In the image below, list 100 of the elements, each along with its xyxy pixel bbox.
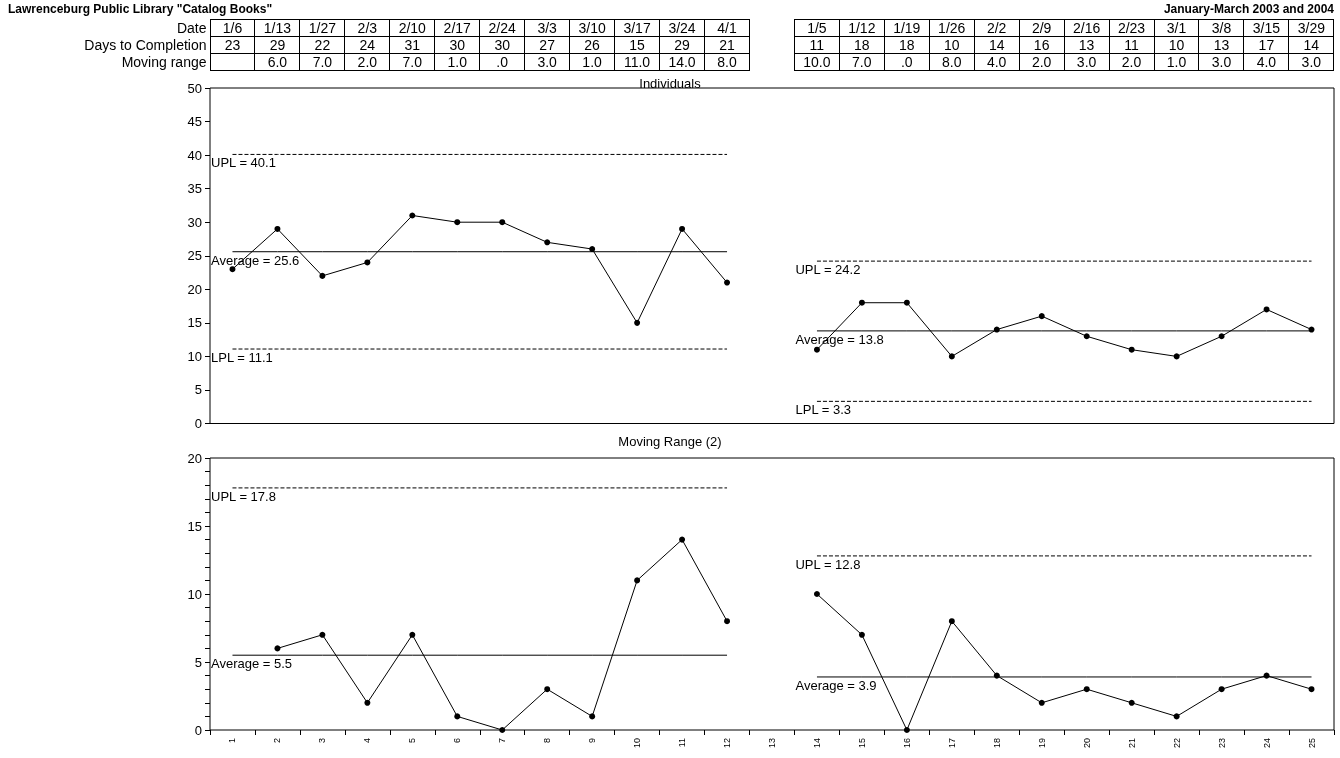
data-label: 29 — [254, 36, 300, 54]
data-label: 23 — [210, 36, 255, 54]
x-tick-label: 23 — [1216, 738, 1227, 749]
data-label: 24 — [344, 36, 390, 54]
category-label: 1/5 — [807, 20, 827, 36]
x-tick-label: 14 — [811, 738, 822, 749]
data-label: 10 — [1154, 36, 1199, 54]
annotation: Average = 5.5 — [211, 656, 293, 672]
x-tick-label: 20 — [1081, 738, 1092, 749]
y-tick-label: 5 — [194, 382, 202, 398]
x-tick-label: 17 — [946, 738, 957, 749]
x-tick-label: 21 — [1126, 738, 1137, 749]
data-label: 17 — [1243, 36, 1289, 54]
x-axis-title: Date — [0, 19, 210, 37]
chart-title: Individuals — [639, 76, 702, 91]
y-tick-label: 10 — [187, 586, 202, 602]
data-label: 11 — [1109, 36, 1155, 54]
y-tick-label: 15 — [187, 315, 202, 331]
y-tick-label: 15 — [187, 518, 202, 534]
category-label: 1/6 — [222, 20, 243, 36]
data-label: 4.0 — [974, 53, 1020, 71]
category-label: 1/19 — [893, 20, 921, 36]
x-tick-label: 16 — [901, 738, 912, 749]
x-tick-label: 25 — [1306, 738, 1317, 749]
category-label: 1/13 — [263, 20, 292, 36]
category-label: 3/29 — [1297, 20, 1325, 36]
y-tick-label: 35 — [187, 181, 202, 197]
x-tick-label: 8 — [542, 738, 553, 744]
text: Lawrenceburg Public Library "Catalog Books" — [8, 2, 273, 16]
category-label: 2/17 — [443, 20, 471, 36]
data-label: 4.0 — [1243, 53, 1289, 71]
category-label: 2/9 — [1031, 20, 1052, 36]
data-label: 7.0 — [389, 53, 435, 71]
x-tick-label: 9 — [587, 738, 598, 744]
data-label: 10 — [929, 36, 975, 54]
data-label: 3.0 — [1198, 53, 1244, 71]
data-label: 3.0 — [1064, 53, 1110, 71]
data-label: 2.0 — [1109, 53, 1155, 71]
data-label: 7.0 — [299, 53, 345, 71]
annotation: UPL = 12.8 — [795, 556, 861, 572]
data-label: 3.0 — [1288, 53, 1334, 71]
data-label: 27 — [524, 36, 570, 54]
annotation: UPL = 40.1 — [211, 155, 276, 171]
category-label: 2/10 — [398, 20, 426, 36]
category-label: 3/24 — [668, 20, 696, 36]
category-label: 3/15 — [1252, 20, 1281, 36]
data-label: 31 — [389, 36, 435, 54]
data-label: 8.0 — [704, 53, 750, 71]
data-label: 2.0 — [1019, 53, 1065, 71]
data-label: 1.0 — [1154, 53, 1199, 71]
category-label: 2/2 — [986, 20, 1007, 36]
x-tick-label: 3 — [317, 738, 328, 744]
x-tick-label: 12 — [722, 738, 733, 749]
category-label: 4/1 — [717, 20, 737, 36]
y-tick-label: 50 — [187, 80, 202, 96]
legend-label: Moving range — [0, 53, 210, 71]
data-label: 18 — [884, 36, 930, 54]
x-tick-label: 5 — [407, 738, 418, 744]
data-label: 14 — [974, 36, 1020, 54]
annotation: UPL = 24.2 — [795, 262, 861, 278]
chart-title: Moving Range (2) — [618, 434, 722, 449]
category-label: 3/8 — [1211, 20, 1232, 36]
category-label: 1/27 — [308, 20, 336, 36]
annotation: LPL = 3.3 — [795, 402, 852, 418]
category-label: 2/23 — [1117, 20, 1146, 36]
data-label: 16 — [1019, 36, 1065, 54]
x-tick-label: 15 — [856, 738, 867, 749]
data-label: 11 — [794, 36, 840, 54]
data-label: 2.0 — [344, 53, 390, 71]
y-tick-label: 0 — [194, 722, 202, 738]
data-label: 1.0 — [569, 53, 615, 71]
y-tick-label: 20 — [187, 450, 202, 466]
data-label: 6.0 — [254, 53, 300, 71]
x-tick-label: 6 — [452, 738, 463, 744]
data-label: 11.0 — [614, 53, 660, 71]
data-label: 30 — [434, 36, 480, 54]
category-label: 3/1 — [1166, 20, 1187, 36]
data-label: 1.0 — [434, 53, 480, 71]
annotation: Average = 3.9 — [795, 677, 877, 693]
y-tick-label: 30 — [187, 214, 202, 230]
y-tick-label: 10 — [187, 348, 202, 364]
data-label: 22 — [299, 36, 345, 54]
data-label: 21 — [704, 36, 750, 54]
x-tick-label: 11 — [677, 738, 688, 748]
category-label: 1/12 — [848, 20, 876, 36]
y-tick-label: 5 — [194, 654, 202, 670]
category-label: 2/24 — [488, 20, 516, 36]
category-label: 3/3 — [537, 20, 557, 36]
x-tick-label: 13 — [767, 738, 777, 749]
annotation: LPL = 11.1 — [211, 350, 273, 366]
legend-label: Days to Completion — [0, 36, 210, 54]
y-tick-label: 0 — [194, 416, 202, 431]
category-label: 3/10 — [578, 20, 606, 36]
annotation: UPL = 17.8 — [211, 488, 276, 504]
x-tick-label: 24 — [1261, 738, 1272, 749]
category-label: 3/17 — [623, 20, 651, 36]
data-label: .0 — [884, 53, 930, 71]
data-label: 3.0 — [524, 53, 570, 71]
x-tick-label: 2 — [272, 738, 283, 744]
data-label: 30 — [479, 36, 525, 54]
